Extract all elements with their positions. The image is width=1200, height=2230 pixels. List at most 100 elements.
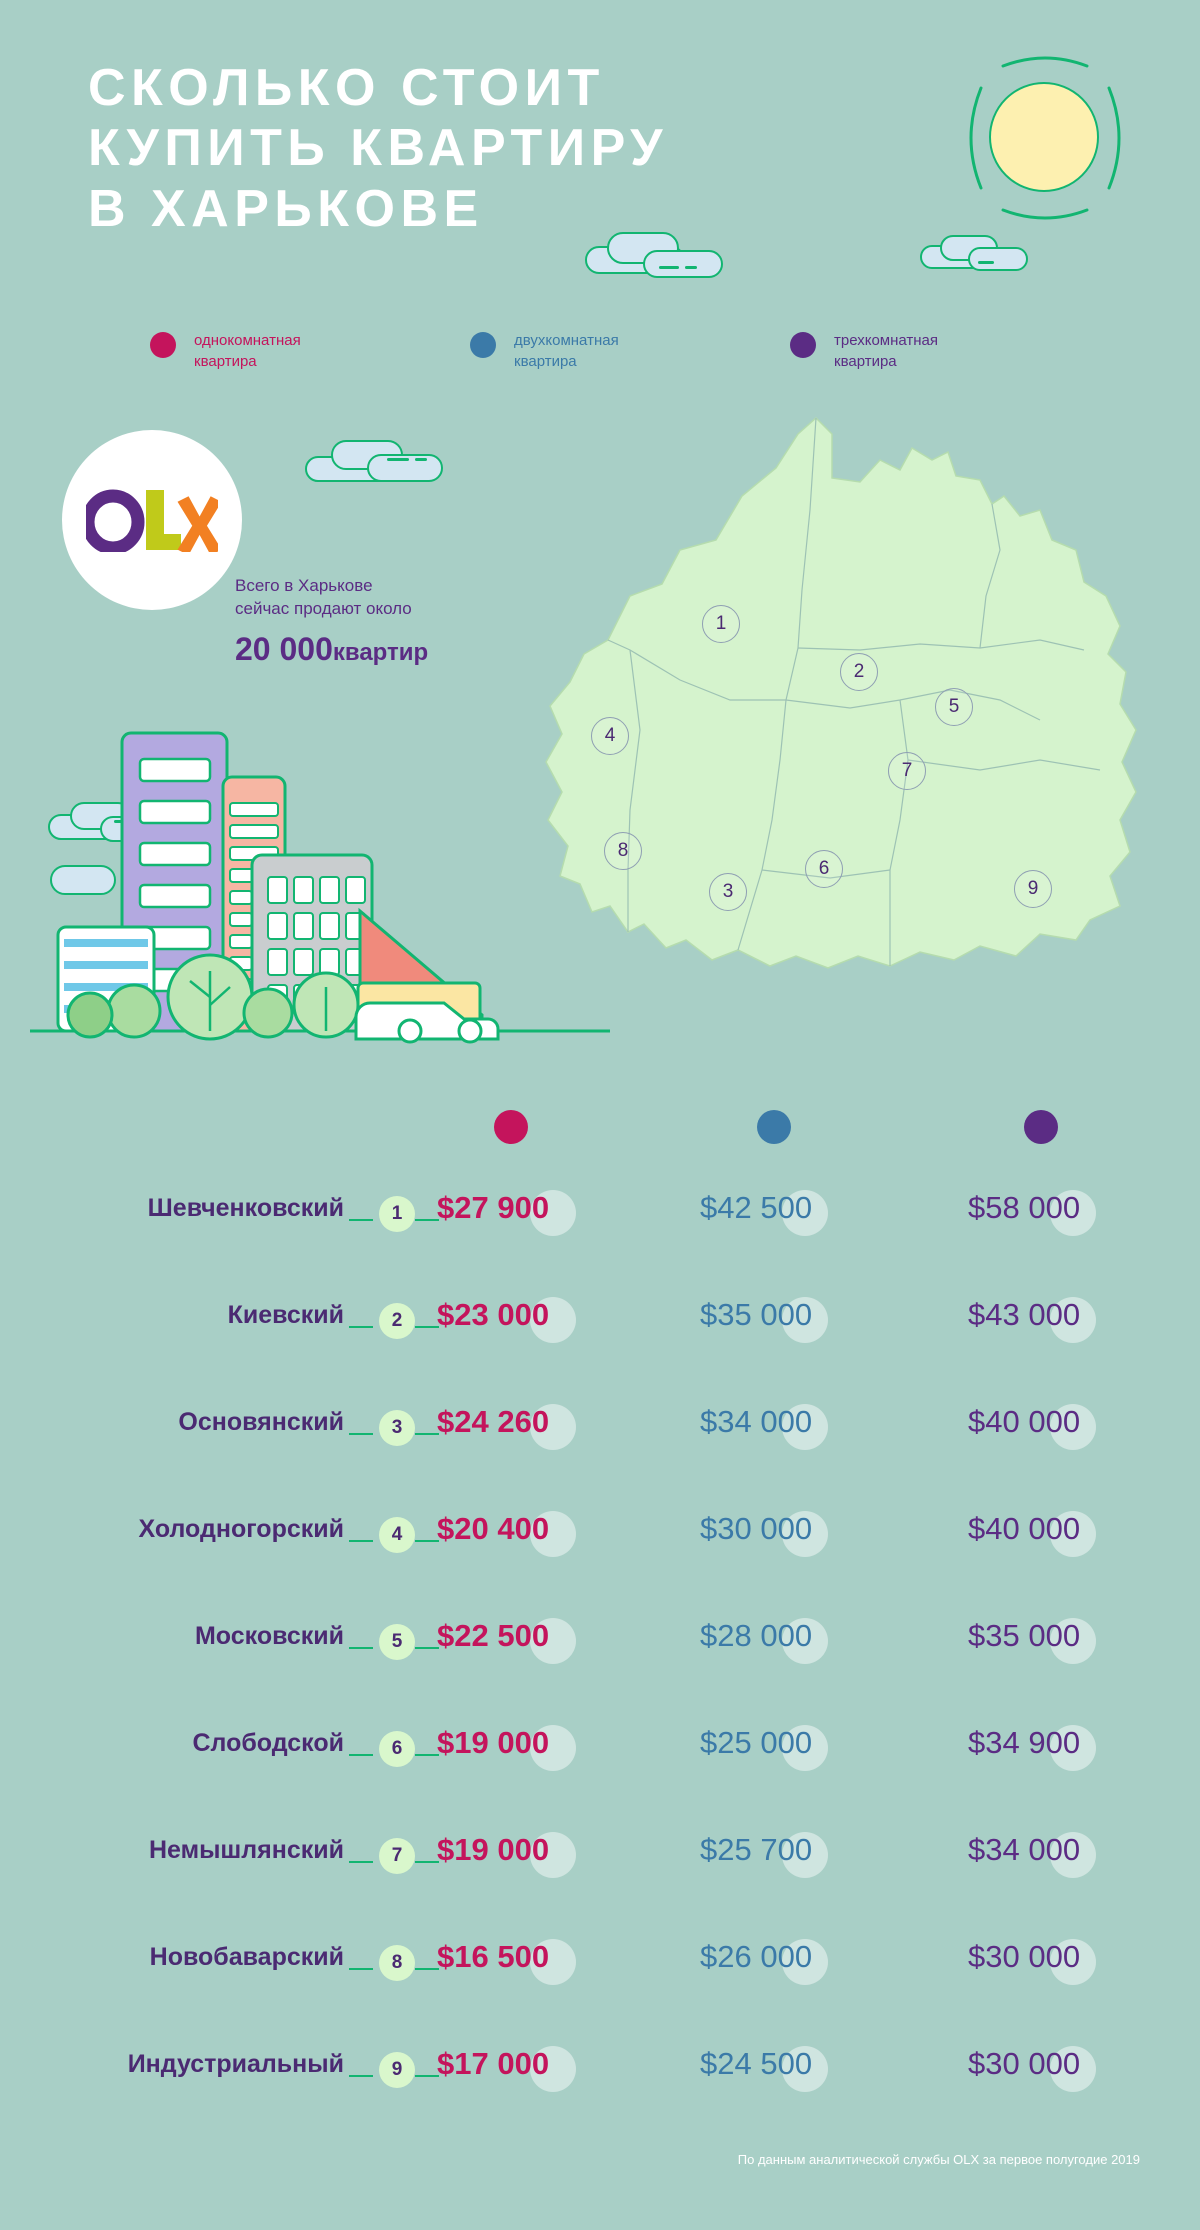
table-row: Шевченковский 1 $27 900 $42 500 $58 000: [0, 1168, 1200, 1275]
table-row: Холодногорский 4 $20 400 $30 000 $40 000: [0, 1489, 1200, 1596]
sun-core: [989, 82, 1099, 192]
olx-summary: Всего в Харькове сейчас продают около 20…: [235, 575, 428, 668]
olx-total: 20 000квартир: [235, 631, 428, 668]
connector-dash-left: [349, 1968, 373, 1970]
column-dot-three-room: [1024, 1110, 1058, 1144]
olx-total-number: 20 000: [235, 630, 333, 667]
district-number[interactable]: 8: [379, 1945, 415, 1981]
district-number[interactable]: 3: [379, 1410, 415, 1446]
price-two-room: $42 500: [700, 1190, 813, 1225]
table-row: Новобаварский 8 $16 500 $26 000 $30 000: [0, 1917, 1200, 2024]
price-one-room: $19 000: [437, 1725, 550, 1760]
car-icon: [354, 1001, 500, 1044]
connector-dash-right: [415, 1540, 439, 1542]
district-name: Новобаварский: [149, 1943, 344, 1971]
sun-icon: [955, 48, 1135, 228]
price-one-room: $20 400: [437, 1511, 550, 1546]
olx-summary-line1: Всего в Харькове: [235, 576, 373, 595]
olx-summary-subtitle: Всего в Харькове сейчас продают около: [235, 575, 428, 621]
district-name: Слободской: [192, 1729, 344, 1757]
cloud-icon-2: [920, 235, 1030, 273]
connector-dash-right: [415, 1647, 439, 1649]
map-number-7[interactable]: 7: [888, 752, 926, 790]
legend-dot-two-room: [470, 332, 496, 358]
price-two-room: $30 000: [700, 1511, 813, 1546]
map-number-2[interactable]: 2: [840, 653, 878, 691]
legend-label-three-room: трехкомнатная квартира: [834, 330, 938, 373]
price-three-room: $30 000: [968, 1939, 1081, 1974]
price-one-room: $16 500: [437, 1939, 550, 1974]
legend-label-one-room-l2: квартира: [194, 353, 257, 371]
table-row: Московский 5 $22 500 $28 000 $35 000: [0, 1596, 1200, 1703]
price-three-room: $35 000: [968, 1618, 1081, 1653]
kharkiv-district-map: 1 2 5 4 7 8 6 3 9: [480, 400, 1180, 1090]
table-row: Немышлянский 7 $19 000 $25 700 $34 000: [0, 1810, 1200, 1917]
cloud-icon-1: [585, 232, 725, 280]
map-number-6[interactable]: 6: [805, 850, 843, 888]
legend-label-one-room: однокомнатная квартира: [194, 330, 301, 373]
connector-dash-right: [415, 1754, 439, 1756]
map-number-4[interactable]: 4: [591, 717, 629, 755]
connector-dash-left: [349, 1540, 373, 1542]
footer-source: По данным аналитической службы OLX за пе…: [737, 2152, 1140, 2167]
district-number[interactable]: 2: [379, 1303, 415, 1339]
cloud-icon-5: [50, 865, 120, 899]
district-number[interactable]: 1: [379, 1196, 415, 1232]
district-number[interactable]: 6: [379, 1731, 415, 1767]
map-number-5[interactable]: 5: [935, 688, 973, 726]
price-three-room: $58 000: [968, 1190, 1081, 1225]
price-one-room: $27 900: [437, 1190, 550, 1225]
price-two-room: $26 000: [700, 1939, 813, 1974]
map-number-1[interactable]: 1: [702, 605, 740, 643]
price-two-room: $25 000: [700, 1725, 813, 1760]
olx-summary-line2: сейчас продают около: [235, 598, 412, 618]
olx-total-unit: квартир: [332, 638, 429, 666]
legend-label-two-room: двухкомнатная квартира: [514, 330, 619, 373]
legend-item-one-room: однокомнатная квартира: [150, 330, 470, 373]
title-line-2: КУПИТЬ КВАРТИРУ: [88, 119, 668, 178]
district-name: Холодногорский: [138, 1515, 344, 1543]
district-number[interactable]: 5: [379, 1624, 415, 1660]
connector-dash-left: [349, 1326, 373, 1328]
district-number[interactable]: 7: [379, 1838, 415, 1874]
legend: однокомнатная квартира двухкомнатная ква…: [150, 330, 1150, 373]
legend-label-one-room-l1: однокомнатная: [194, 332, 301, 349]
district-name: Шевченковский: [147, 1194, 344, 1222]
column-dot-one-room: [494, 1110, 528, 1144]
price-two-room: $28 000: [700, 1618, 813, 1653]
table-row: Основянский 3 $24 260 $34 000 $40 000: [0, 1382, 1200, 1489]
price-one-room: $24 260: [437, 1404, 550, 1439]
connector-dash-left: [349, 1861, 373, 1863]
district-name: Немышлянский: [148, 1836, 344, 1864]
olx-logo: [62, 430, 242, 610]
column-dot-two-room: [757, 1110, 791, 1144]
price-three-room: $34 900: [968, 1725, 1081, 1760]
connector-dash-right: [415, 1861, 439, 1863]
table-row: Слободской 6 $19 000 $25 000 $34 900: [0, 1703, 1200, 1810]
legend-label-three-room-l1: трехкомнатная: [834, 332, 939, 349]
price-table: Шевченковский 1 $27 900 $42 500 $58 000 Киевс…: [0, 1168, 1200, 2131]
district-name: Московский: [194, 1622, 344, 1650]
map-shape: [545, 416, 1137, 969]
connector-dash-right: [415, 1219, 439, 1221]
title-line-3: В ХАРЬКОВЕ: [88, 179, 484, 238]
connector-dash-left: [349, 1647, 373, 1649]
price-two-room: $24 500: [700, 2046, 813, 2081]
connector-dash-left: [349, 1433, 373, 1435]
table-row: Киевский 2 $23 000 $35 000 $43 000: [0, 1275, 1200, 1382]
connector-dash-right: [415, 1326, 439, 1328]
price-one-room: $19 000: [437, 1832, 550, 1867]
price-two-room: $35 000: [700, 1297, 813, 1332]
map-number-3[interactable]: 3: [709, 873, 747, 911]
map-number-9[interactable]: 9: [1014, 870, 1052, 908]
legend-label-two-room-l2: квартира: [514, 353, 577, 371]
price-three-room: $40 000: [968, 1511, 1081, 1546]
legend-item-two-room: двухкомнатная квартира: [470, 330, 790, 373]
map-number-8[interactable]: 8: [604, 832, 642, 870]
price-one-room: $23 000: [437, 1297, 550, 1332]
title-line-1: СКОЛЬКО СТОИТ: [88, 59, 605, 117]
price-one-room: $22 500: [437, 1618, 550, 1653]
district-number[interactable]: 9: [379, 2052, 415, 2088]
legend-item-three-room: трехкомнатная квартира: [790, 330, 938, 373]
district-number[interactable]: 4: [379, 1517, 415, 1553]
